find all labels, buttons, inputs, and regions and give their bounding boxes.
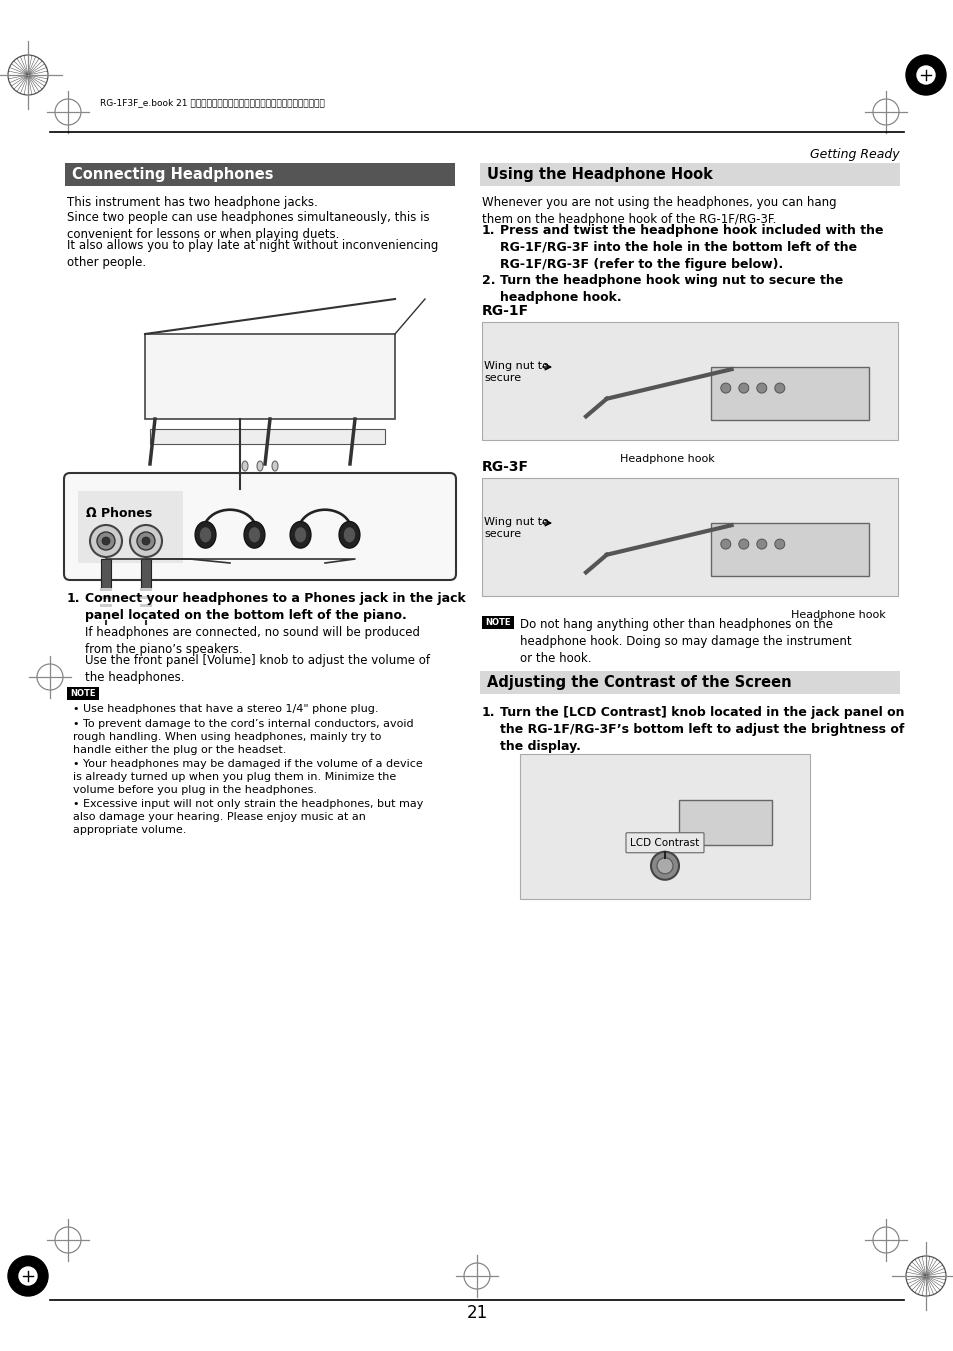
Text: NOTE: NOTE	[71, 689, 95, 698]
Text: Headphone hook: Headphone hook	[790, 611, 885, 620]
Ellipse shape	[249, 527, 260, 542]
Bar	[679, 800, 772, 844]
Circle shape	[102, 536, 110, 544]
Ellipse shape	[242, 461, 248, 471]
Text: • Excessive input will not only strain the headphones, but may
also damage your : • Excessive input will not only strain t…	[73, 798, 423, 835]
Circle shape	[738, 384, 748, 393]
Text: RG-1F: RG-1F	[481, 304, 529, 317]
Bar	[481, 616, 514, 630]
Circle shape	[8, 1256, 48, 1296]
Text: Wing nut to
secure: Wing nut to secure	[483, 361, 548, 384]
Bar	[710, 367, 868, 420]
Bar	[67, 688, 99, 700]
Text: Since two people can use headphones simultaneously, this is
convenient for lesso: Since two people can use headphones simu…	[67, 211, 429, 240]
Bar	[519, 754, 809, 898]
Ellipse shape	[294, 527, 306, 542]
Text: Whenever you are not using the headphones, you can hang
them on the headphone ho: Whenever you are not using the headphone…	[481, 196, 836, 226]
Circle shape	[774, 384, 784, 393]
Text: 1.: 1.	[481, 707, 495, 719]
Text: Connect your headphones to a Phones jack in the jack
panel located on the bottom: Connect your headphones to a Phones jack…	[85, 592, 465, 621]
Bar	[479, 163, 899, 186]
Circle shape	[720, 539, 730, 549]
Circle shape	[137, 532, 154, 550]
Text: Getting Ready: Getting Ready	[809, 149, 899, 161]
Text: 1.: 1.	[67, 592, 80, 605]
Circle shape	[916, 66, 934, 84]
Circle shape	[720, 384, 730, 393]
Text: Using the Headphone Hook: Using the Headphone Hook	[486, 168, 712, 182]
Text: RG-1F3F_e.book 21 ページ　２０１０年１月１９日　火曜日　午前９晌１分: RG-1F3F_e.book 21 ページ ２０１０年１月１９日 火曜日 午前９…	[100, 99, 324, 108]
Text: • Your headphones may be damaged if the volume of a device
is already turned up : • Your headphones may be damaged if the …	[73, 759, 422, 794]
Circle shape	[774, 539, 784, 549]
Bar	[140, 596, 152, 598]
Bar	[481, 322, 897, 440]
Ellipse shape	[290, 521, 311, 549]
Circle shape	[19, 1267, 37, 1285]
Text: Ω Phones: Ω Phones	[86, 507, 152, 520]
Text: Connecting Headphones: Connecting Headphones	[71, 168, 274, 182]
Text: Turn the [LCD Contrast] knob located in the jack panel on
the RG-1F/RG-3F’s bott: Turn the [LCD Contrast] knob located in …	[499, 707, 903, 753]
Circle shape	[90, 526, 122, 557]
FancyBboxPatch shape	[64, 473, 456, 580]
Ellipse shape	[199, 527, 211, 542]
Text: Wing nut to
secure: Wing nut to secure	[483, 517, 548, 539]
Ellipse shape	[343, 527, 355, 542]
Text: This instrument has two headphone jacks.: This instrument has two headphone jacks.	[67, 196, 317, 209]
Circle shape	[650, 851, 679, 880]
Bar	[78, 490, 183, 563]
Text: LCD Contrast: LCD Contrast	[630, 838, 699, 847]
Bar	[100, 588, 112, 590]
Text: 21: 21	[466, 1304, 487, 1323]
Bar	[101, 559, 111, 589]
Bar	[710, 523, 868, 576]
Text: RG-3F: RG-3F	[481, 459, 529, 474]
Text: 1.: 1.	[481, 224, 495, 236]
Ellipse shape	[272, 461, 277, 471]
Circle shape	[756, 384, 766, 393]
Bar	[100, 596, 112, 598]
Circle shape	[756, 539, 766, 549]
Text: Turn the headphone hook wing nut to secure the
headphone hook.: Turn the headphone hook wing nut to secu…	[499, 274, 842, 304]
Polygon shape	[145, 334, 395, 419]
Text: • Use headphones that have a stereo 1/4" phone plug.: • Use headphones that have a stereo 1/4"…	[73, 704, 378, 713]
Bar	[65, 163, 455, 186]
Circle shape	[738, 539, 748, 549]
FancyBboxPatch shape	[625, 832, 703, 852]
Bar	[140, 604, 152, 607]
Bar	[100, 604, 112, 607]
Circle shape	[657, 858, 672, 874]
Circle shape	[130, 526, 162, 557]
Text: Use the front panel [Volume] knob to adjust the volume of
the headphones.: Use the front panel [Volume] knob to adj…	[85, 654, 430, 684]
Ellipse shape	[256, 461, 263, 471]
Ellipse shape	[244, 521, 265, 549]
Ellipse shape	[338, 521, 359, 549]
Text: If headphones are connected, no sound will be produced
from the piano’s speakers: If headphones are connected, no sound wi…	[85, 626, 419, 657]
Bar	[481, 478, 897, 596]
Text: Do not hang anything other than headphones on the
headphone hook. Doing so may d: Do not hang anything other than headphon…	[519, 617, 851, 665]
Bar	[479, 671, 899, 694]
Bar	[140, 588, 152, 590]
Text: Press and twist the headphone hook included with the
RG-1F/RG-3F into the hole i: Press and twist the headphone hook inclu…	[499, 224, 882, 272]
Circle shape	[142, 536, 150, 544]
Circle shape	[97, 532, 115, 550]
Circle shape	[905, 55, 945, 95]
Bar	[150, 430, 385, 444]
Text: 2.: 2.	[481, 274, 495, 286]
Text: It also allows you to play late at night without inconveniencing
other people.: It also allows you to play late at night…	[67, 239, 438, 269]
Text: Adjusting the Contrast of the Screen: Adjusting the Contrast of the Screen	[486, 676, 791, 690]
Text: • To prevent damage to the cord’s internal conductors, avoid
rough handling. Whe: • To prevent damage to the cord’s intern…	[73, 719, 414, 755]
Text: Headphone hook: Headphone hook	[619, 454, 714, 463]
Ellipse shape	[194, 521, 215, 549]
Bar	[141, 559, 151, 589]
Text: NOTE: NOTE	[485, 617, 510, 627]
